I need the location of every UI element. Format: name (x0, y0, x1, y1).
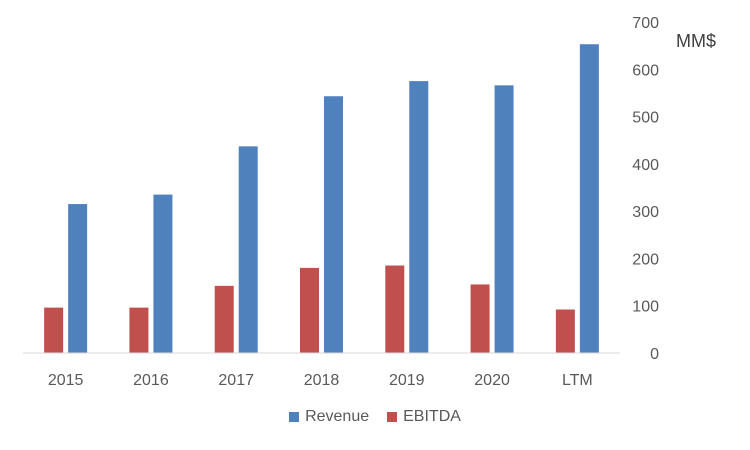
x-tick-label: 2019 (389, 372, 425, 389)
y-tick-labels: 0 100 200 300 400 500 600 700 (632, 15, 659, 363)
x-tick-label: 2015 (48, 372, 84, 389)
bar-revenue-2015 (68, 204, 88, 353)
bar-revenue-ltm (579, 44, 599, 354)
bar-revenue-2020 (494, 85, 514, 353)
bar-revenue-2016 (153, 194, 173, 353)
bars-group (44, 44, 599, 354)
legend-label-revenue: Revenue (305, 408, 370, 425)
x-tick-label: LTM (562, 372, 593, 389)
y-tick-label: 500 (632, 110, 659, 127)
x-tick-labels: 2015 2016 2017 2018 2019 2020 LTM (48, 372, 593, 389)
y-tick-label: 200 (632, 251, 659, 268)
bar-ebitda-ltm (555, 309, 575, 353)
bar-ebitda-2015 (44, 307, 64, 353)
x-tick-label: 2018 (304, 372, 340, 389)
x-tick-label: 2020 (474, 372, 510, 389)
y-tick-label: 100 (632, 299, 659, 316)
y-tick-label: 700 (632, 15, 659, 32)
legend-swatch-revenue (289, 412, 300, 422)
x-tick-label: 2016 (133, 372, 169, 389)
bar-ebitda-2017 (214, 285, 234, 353)
legend-item-revenue: Revenue (289, 408, 369, 426)
legend: Revenue EBITDA (0, 408, 750, 426)
x-tick-label: 2017 (218, 372, 254, 389)
legend-item-ebitda: EBITDA (387, 408, 461, 426)
legend-label-ebitda: EBITDA (403, 408, 461, 425)
bar-ebitda-2019 (385, 265, 405, 353)
bar-ebitda-2016 (129, 307, 149, 353)
legend-swatch-ebitda (387, 412, 398, 422)
bar-revenue-2018 (324, 96, 343, 353)
y-tick-label: 600 (632, 62, 659, 79)
bar-revenue-2019 (409, 81, 429, 353)
y-tick-label: 300 (632, 204, 659, 221)
bar-ebitda-2020 (470, 284, 490, 353)
y-tick-label: 0 (650, 346, 659, 363)
bar-ebitda-2018 (300, 267, 319, 353)
y-tick-label: 400 (632, 157, 659, 174)
unit-label: MM$ (676, 31, 716, 51)
bar-revenue-2017 (238, 146, 258, 353)
bar-chart: 2015 2016 2017 2018 2019 2020 LTM 0 100 200 300 40… (23, 15, 716, 389)
